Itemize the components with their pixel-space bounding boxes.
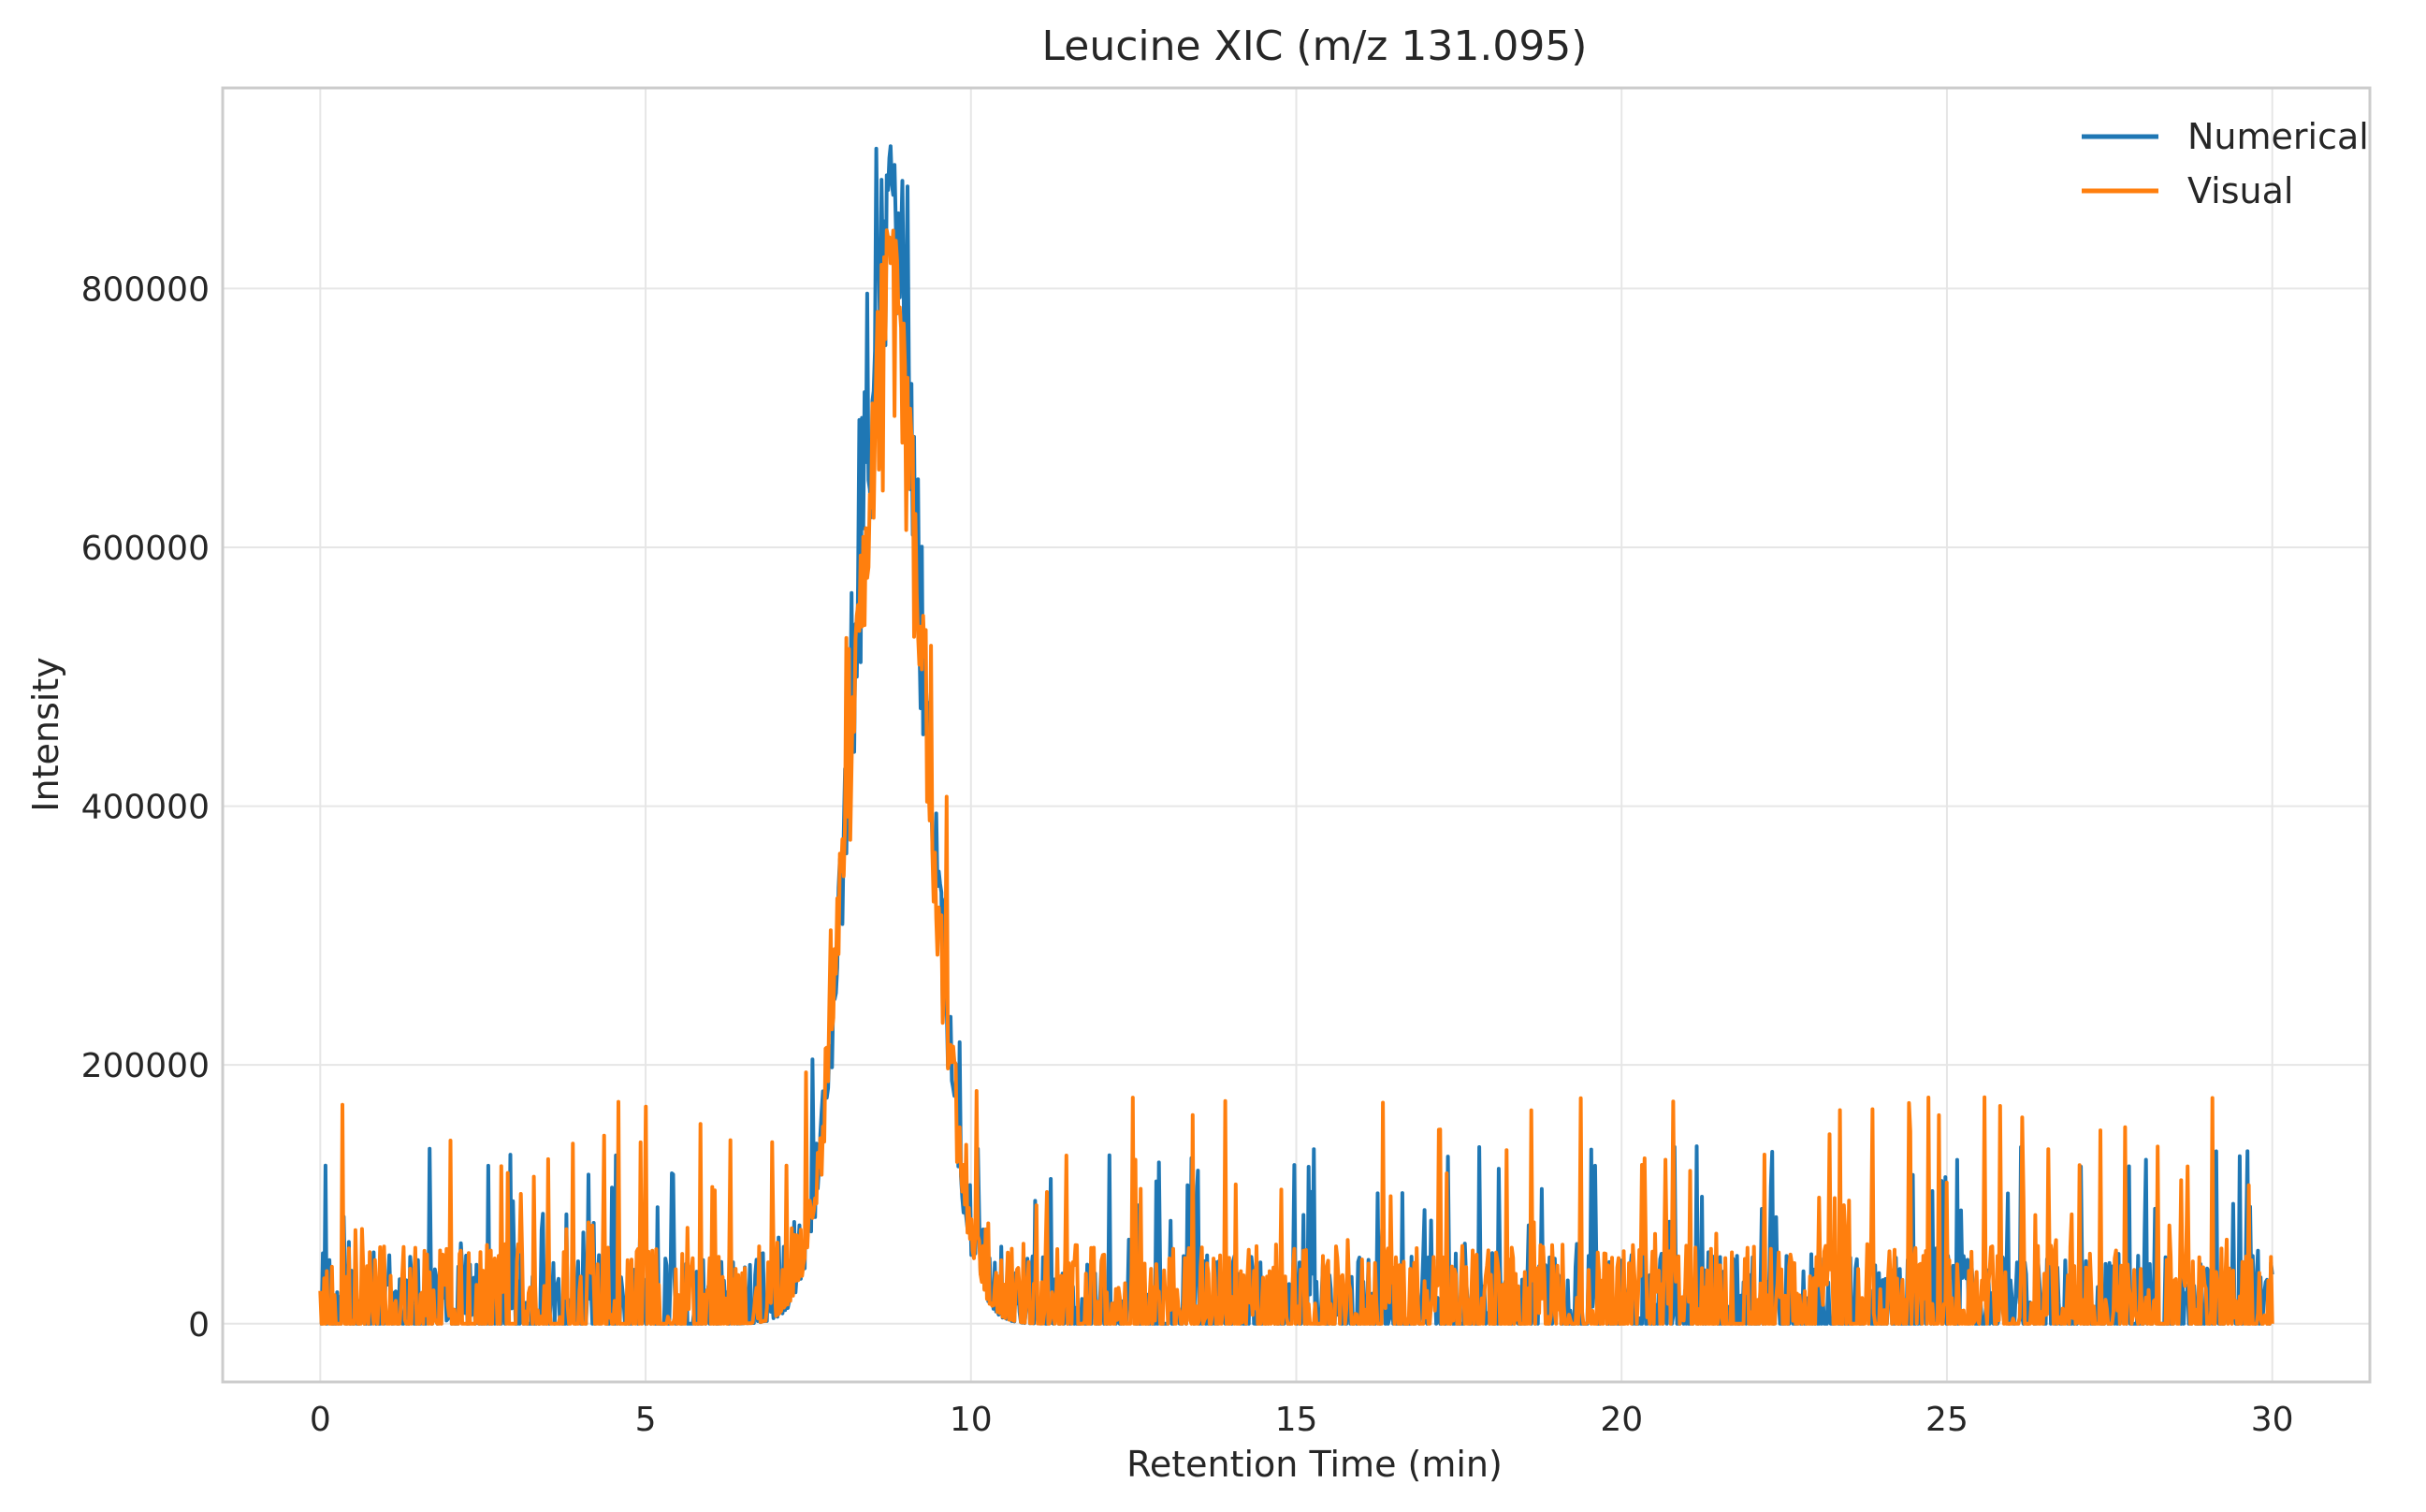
chart-title: Leucine XIC (m/z 131.095) xyxy=(1042,22,1588,70)
x-tick-label: 10 xyxy=(950,1401,993,1439)
y-tick-label: 600000 xyxy=(81,530,210,568)
x-tick-label: 0 xyxy=(310,1401,331,1439)
y-axis-label: Intensity xyxy=(25,657,66,811)
x-tick-label: 5 xyxy=(635,1401,657,1439)
x-tick-label: 15 xyxy=(1275,1401,1318,1439)
y-tick-label: 200000 xyxy=(81,1047,210,1085)
x-axis-label: Retention Time (min) xyxy=(1126,1444,1503,1485)
x-tick-label: 30 xyxy=(2251,1401,2294,1439)
grid-lines xyxy=(223,88,2370,1382)
series-layer xyxy=(318,144,2274,1326)
legend-label-visual: Visual xyxy=(2187,170,2293,211)
y-axis-ticks: 0 200000 400000 600000 800000 xyxy=(81,270,210,1344)
y-tick-label: 400000 xyxy=(81,789,210,827)
x-tick-label: 20 xyxy=(1600,1401,1643,1439)
y-tick-label: 800000 xyxy=(81,270,210,309)
x-axis-ticks: 0 5 10 15 20 25 30 xyxy=(310,1401,2294,1439)
x-tick-label: 25 xyxy=(1925,1401,1968,1439)
series-line-visual xyxy=(318,228,2274,1326)
plot-frame xyxy=(221,86,2372,1384)
legend: Numerical Visual xyxy=(2082,116,2369,211)
legend-label-numerical: Numerical xyxy=(2187,116,2369,157)
y-tick-label: 0 xyxy=(188,1306,210,1345)
